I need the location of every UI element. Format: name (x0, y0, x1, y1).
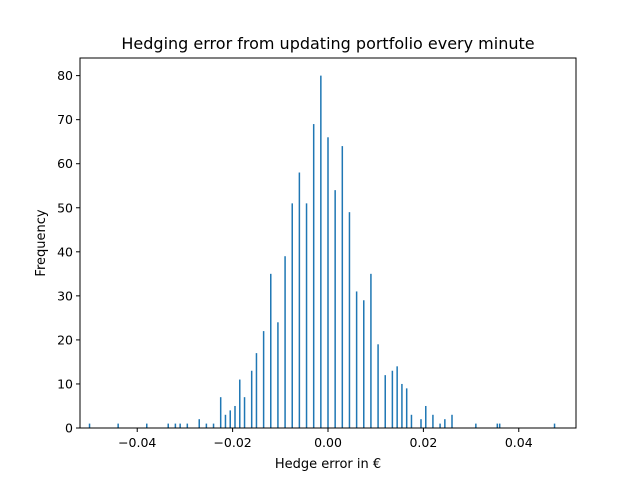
histogram-bar (270, 273, 272, 428)
histogram-bar (439, 423, 441, 428)
histogram-bar (327, 137, 329, 429)
histogram-bar (420, 419, 422, 428)
histogram-bar (475, 423, 477, 428)
histogram-bar (432, 414, 434, 428)
histogram-bar (305, 203, 308, 428)
y-tick-label: 30 (57, 288, 73, 303)
chart-title: Hedging error from updating portfolio ev… (121, 34, 534, 53)
y-axis-label: Frequency (34, 209, 49, 276)
bars-group (88, 75, 556, 429)
y-tick-label: 20 (57, 332, 73, 347)
y-tick-label: 50 (57, 200, 73, 215)
histogram-bar (312, 124, 315, 428)
y-tick-label: 0 (65, 421, 73, 436)
histogram-bar (334, 190, 336, 428)
histogram-bar (363, 300, 365, 428)
x-tick-label: 0.04 (505, 435, 533, 450)
histogram-bar (219, 397, 222, 428)
histogram-bar (88, 423, 91, 428)
histogram-bar (239, 379, 241, 428)
x-axis-label: Hedge error in € (275, 457, 381, 472)
y-tick-label: 70 (57, 112, 73, 127)
histogram-bar (370, 273, 372, 428)
x-tick-label: 0.00 (314, 435, 342, 450)
histogram-bar (341, 146, 344, 428)
histogram-bar (212, 423, 215, 428)
x-tick-label: −0.02 (213, 435, 251, 450)
histogram-bar (391, 370, 394, 428)
histogram-bar (167, 423, 169, 428)
histogram-bar (496, 423, 499, 428)
x-axis: −0.04 −0.02 0.00 0.02 0.04 (118, 428, 533, 450)
y-tick-label: 60 (57, 156, 73, 171)
histogram-bar (255, 353, 258, 428)
x-tick-label: 0.02 (409, 435, 437, 450)
histogram-bar (224, 414, 227, 428)
x-tick-label: −0.04 (118, 435, 156, 450)
histogram-bar (396, 366, 398, 428)
histogram-bar (355, 291, 358, 428)
histogram-bar (553, 423, 556, 428)
histogram-bar (186, 423, 189, 428)
histogram-bar (425, 405, 427, 428)
y-tick-label: 80 (57, 68, 73, 83)
histogram-bar (205, 423, 208, 428)
histogram-bar (117, 423, 119, 428)
histogram-bar (384, 375, 386, 428)
histogram-bar (298, 172, 301, 428)
histogram-bar (277, 322, 279, 428)
histogram-bar (250, 370, 253, 428)
histogram-bar (348, 212, 351, 428)
histogram-bar (377, 344, 379, 428)
histogram-bar (451, 414, 453, 428)
histogram-bar (146, 423, 148, 428)
histogram-bar (291, 203, 293, 428)
histogram-bar (243, 397, 246, 428)
histogram-bar (444, 419, 446, 428)
histogram-bar (198, 419, 200, 428)
histogram-bar (410, 414, 413, 428)
y-tick-label: 40 (57, 244, 73, 259)
histogram-bar (262, 331, 265, 428)
y-axis: 0 10 20 30 40 50 60 70 80 (57, 68, 80, 436)
histogram-bar (320, 75, 322, 429)
histogram-bar (284, 256, 286, 428)
histogram-bar (179, 423, 181, 428)
histogram-bar (405, 388, 408, 428)
histogram-bar (229, 410, 231, 428)
histogram-bar (498, 423, 501, 428)
y-tick-label: 10 (57, 376, 73, 391)
histogram-bar (401, 383, 403, 428)
histogram-bar (174, 423, 177, 428)
histogram-bar (234, 405, 236, 428)
